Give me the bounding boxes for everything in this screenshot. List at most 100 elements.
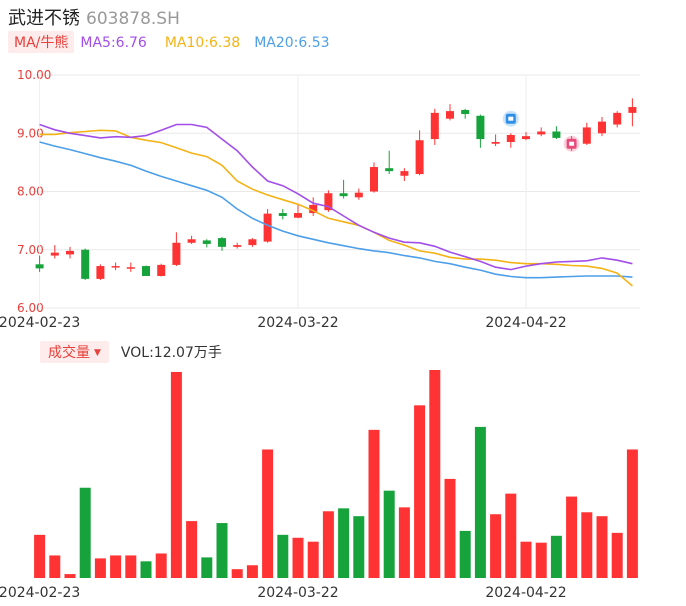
volume-bar <box>155 553 167 578</box>
candle-body <box>522 136 530 140</box>
candle-body <box>582 127 591 144</box>
candle-body <box>552 131 561 138</box>
candle-body <box>96 266 105 279</box>
candle-body <box>81 249 90 279</box>
volume-bar <box>520 541 532 578</box>
volume-bar <box>292 537 304 578</box>
candle-body <box>400 171 409 176</box>
candle-body <box>35 264 44 269</box>
x-tick-label: 2024-03-22 <box>257 315 338 331</box>
y-tick-label: 8.00 <box>17 185 44 199</box>
volume-bar <box>307 541 319 578</box>
volume-bar <box>353 516 365 578</box>
volume-bar <box>322 511 334 578</box>
volume-bar <box>368 429 380 578</box>
volume-bar <box>338 508 350 578</box>
stock-code: 603878.SH <box>86 9 180 29</box>
volume-bar <box>459 530 471 578</box>
candle-body <box>126 267 135 269</box>
candle-body <box>278 213 287 216</box>
candle-body <box>263 213 272 242</box>
volume-bar <box>611 532 623 578</box>
volume-bar <box>277 534 289 578</box>
ma5-line <box>39 123 633 271</box>
candle-body <box>628 107 637 113</box>
volume-indicator-selector[interactable]: 成交量 ▼ <box>40 341 109 363</box>
candle-body <box>157 264 166 276</box>
ma20-value: MA20:6.53 <box>254 35 330 51</box>
volume-bar <box>170 371 182 578</box>
blue-marker-icon-glyph <box>508 116 514 121</box>
candle-body <box>613 112 622 125</box>
candle-body <box>446 111 454 119</box>
candle-body <box>324 193 333 211</box>
volume-bar <box>262 449 274 578</box>
volume-value: VOL:12.07万手 <box>120 345 222 361</box>
candle-body <box>218 238 226 247</box>
x-tick-label: 2024-04-22 <box>485 585 566 601</box>
blue-marker-icon[interactable] <box>502 110 519 127</box>
candle-body <box>111 266 120 268</box>
candle-body <box>370 167 378 192</box>
candle-body <box>598 121 606 134</box>
caret-down-icon: ▼ <box>94 348 101 358</box>
volume-bar <box>64 574 76 578</box>
candle-body <box>142 266 150 276</box>
ma20-line <box>39 141 633 279</box>
candle-body <box>50 252 59 256</box>
x-tick-label: 2024-03-22 <box>257 585 338 601</box>
candle-body <box>309 204 318 214</box>
volume-bar <box>125 555 137 578</box>
ma10-value: MA10:6.38 <box>164 35 241 51</box>
volume-bar <box>566 496 578 578</box>
volume-bar <box>398 507 410 578</box>
x-tick-label: 2024-04-22 <box>485 315 566 331</box>
volume-bar <box>94 558 106 578</box>
volume-bar <box>140 561 152 578</box>
candle-body <box>187 239 196 243</box>
volume-bar <box>246 565 258 578</box>
volume-bar <box>626 449 638 578</box>
stock-title: 武进不锈 603878.SH <box>8 4 180 30</box>
volume-legend: 成交量 ▼ VOL:12.07万手 <box>40 341 222 363</box>
y-tick-label: 6.00 <box>17 301 44 315</box>
volume-bar <box>383 490 395 578</box>
x-tick-label: 2024-02-23 <box>0 315 80 331</box>
ma-indicator-selector[interactable]: MA/牛熊 <box>8 31 75 53</box>
volume-bar <box>201 557 213 578</box>
candle-body <box>354 192 363 198</box>
candle-body <box>491 141 500 144</box>
volume-bar <box>535 542 547 578</box>
x-tick-label: 2024-02-23 <box>0 585 80 601</box>
candle-body <box>506 134 515 142</box>
stock-name: 武进不锈 <box>8 8 80 29</box>
volume-bar <box>231 569 243 578</box>
volume-bar <box>216 523 228 578</box>
volume-bar <box>34 534 46 578</box>
volume-bar <box>505 493 517 578</box>
candle-body <box>537 131 546 135</box>
volume-tag-label: 成交量 <box>48 345 90 361</box>
ma-legend: MA/牛熊 MA5:6.76 MA10:6.38 MA20:6.53 <box>8 31 330 53</box>
ma10-line <box>39 129 633 287</box>
candle-body <box>202 240 211 244</box>
candle-body <box>385 168 394 172</box>
candle-body <box>430 112 439 140</box>
candle-body <box>415 140 424 175</box>
pink-marker-icon[interactable] <box>563 135 580 152</box>
candle-body <box>294 213 302 218</box>
volume-bar <box>186 521 198 578</box>
volume-bar <box>550 535 562 578</box>
candle-body <box>66 250 74 255</box>
y-tick-label: 9.00 <box>17 126 44 140</box>
volume-bar <box>414 405 426 578</box>
candle-body <box>172 242 181 265</box>
ma5-value: MA5:6.76 <box>80 35 147 51</box>
pink-marker-icon-glyph <box>569 141 575 146</box>
volume-bar <box>490 514 502 578</box>
volume-bar <box>110 555 122 578</box>
candle-body <box>476 115 485 140</box>
volume-bar <box>444 478 456 578</box>
volume-bar <box>79 487 91 578</box>
